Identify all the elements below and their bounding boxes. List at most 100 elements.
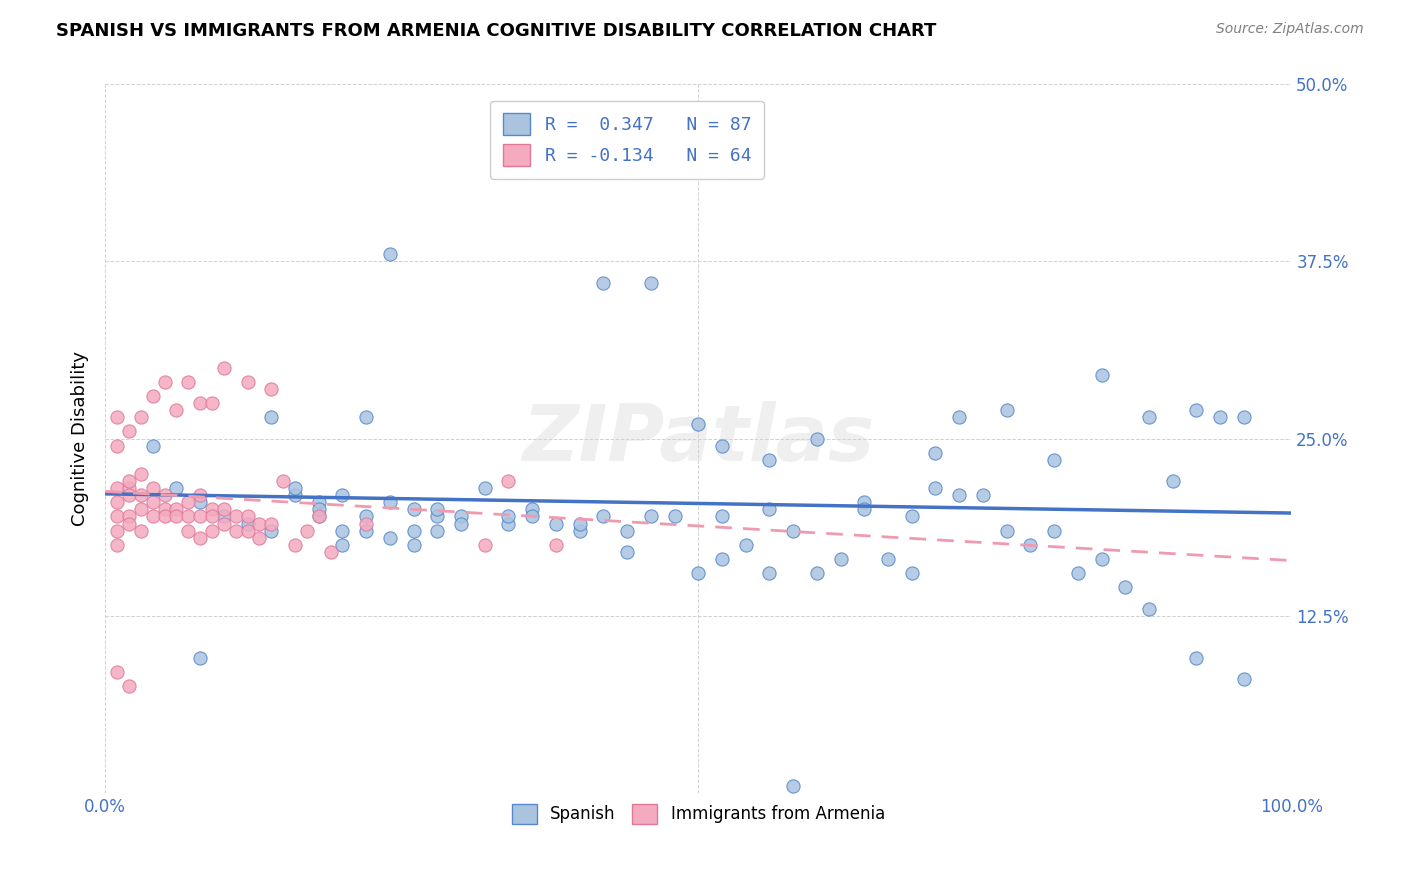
Point (522, 502, 544, 516)
Point (236, 509, 259, 524)
Point (354, 516, 377, 531)
Point (118, 509, 141, 524)
Point (378, 495, 401, 509)
Point (129, 488, 152, 502)
Point (249, 516, 271, 531)
Point (640, 509, 662, 524)
Point (853, 502, 876, 516)
Point (688, 566, 710, 580)
Point (188, 396, 211, 410)
Point (165, 502, 187, 516)
Point (806, 566, 828, 580)
Point (105, 410, 128, 425)
Point (474, 481, 496, 495)
Point (188, 495, 211, 509)
Point (1209, 410, 1232, 425)
Point (118, 481, 141, 495)
Point (1090, 368, 1112, 382)
Point (225, 509, 247, 524)
Point (129, 502, 152, 516)
Point (308, 509, 330, 524)
Point (212, 509, 235, 524)
Point (165, 509, 187, 524)
Point (1233, 410, 1256, 425)
Point (995, 524, 1018, 538)
Point (142, 509, 165, 524)
Point (201, 502, 224, 516)
Point (1137, 410, 1160, 425)
Point (1067, 566, 1090, 580)
Point (165, 403, 187, 417)
Point (592, 276, 614, 290)
Point (142, 481, 165, 495)
Point (806, 432, 828, 446)
Point (153, 509, 176, 524)
Point (830, 552, 852, 566)
Point (616, 545, 638, 559)
Point (544, 538, 567, 552)
Text: ZIPatlas: ZIPatlas (522, 401, 875, 476)
Point (711, 509, 734, 524)
Point (177, 375, 200, 389)
Point (105, 481, 128, 495)
Point (118, 474, 141, 488)
Point (1043, 524, 1066, 538)
Point (1161, 474, 1184, 488)
Point (284, 488, 307, 502)
Point (544, 516, 567, 531)
Point (260, 382, 283, 396)
Point (450, 516, 472, 531)
Point (450, 509, 472, 524)
Point (129, 410, 152, 425)
Point (1043, 452, 1066, 467)
Point (1114, 580, 1136, 594)
Point (900, 566, 922, 580)
Point (498, 509, 520, 524)
Point (498, 516, 520, 531)
Point (592, 509, 614, 524)
Point (105, 538, 128, 552)
Legend: Spanish, Immigrants from Armenia: Spanish, Immigrants from Armenia (502, 794, 894, 834)
Point (616, 524, 638, 538)
Point (354, 524, 377, 538)
Point (568, 524, 591, 538)
Point (877, 552, 900, 566)
Point (426, 524, 449, 538)
Point (711, 552, 734, 566)
Point (105, 439, 128, 453)
Point (319, 545, 342, 559)
Point (105, 495, 128, 509)
Point (105, 524, 128, 538)
Point (544, 162, 567, 177)
Point (177, 524, 200, 538)
Point (188, 531, 211, 545)
Point (212, 516, 235, 531)
Point (105, 665, 128, 680)
Point (924, 446, 946, 460)
Point (640, 276, 662, 290)
Point (474, 538, 496, 552)
Point (177, 495, 200, 509)
Point (201, 509, 224, 524)
Point (948, 410, 970, 425)
Point (332, 488, 354, 502)
Point (332, 538, 354, 552)
Point (225, 524, 247, 538)
Point (271, 474, 294, 488)
Point (402, 524, 425, 538)
Point (1185, 651, 1208, 665)
Point (354, 509, 377, 524)
Point (664, 509, 686, 524)
Point (734, 538, 756, 552)
Point (308, 509, 330, 524)
Point (1185, 403, 1208, 417)
Point (711, 439, 734, 453)
Text: SPANISH VS IMMIGRANTS FROM ARMENIA COGNITIVE DISABILITY CORRELATION CHART: SPANISH VS IMMIGRANTS FROM ARMENIA COGNI… (56, 22, 936, 40)
Point (758, 452, 780, 467)
Point (284, 481, 307, 495)
Point (142, 439, 165, 453)
Point (236, 516, 259, 531)
Point (900, 509, 922, 524)
Point (853, 495, 876, 509)
Point (308, 495, 330, 509)
